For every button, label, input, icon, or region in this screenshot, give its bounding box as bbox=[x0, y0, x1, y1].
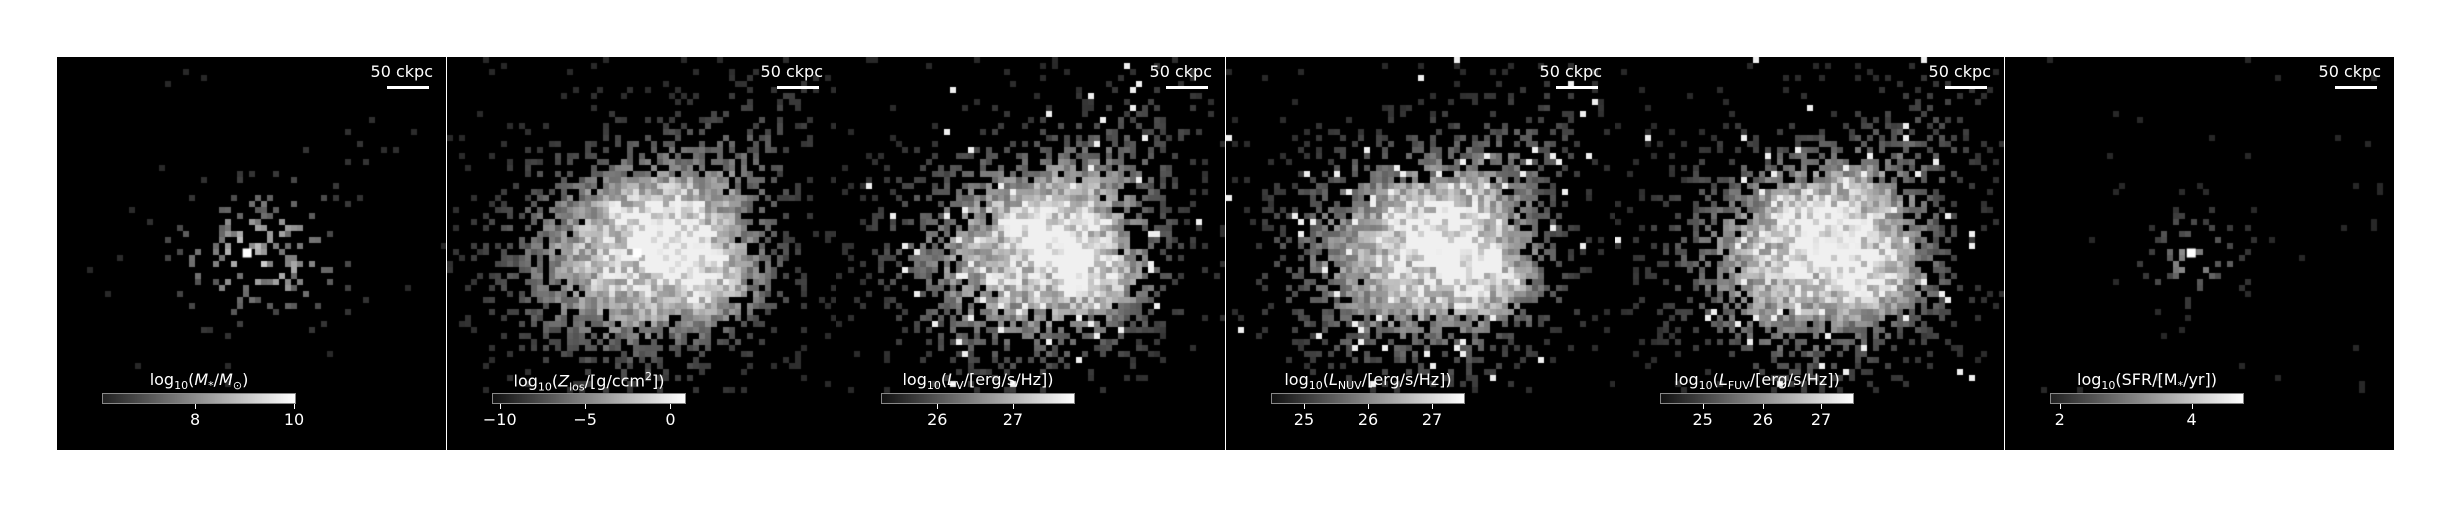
colorbar bbox=[1660, 393, 1854, 404]
colorbar-tick bbox=[1702, 404, 1704, 409]
colorbar-tick bbox=[937, 404, 939, 409]
scale-bar bbox=[777, 86, 819, 89]
scale-bar-label: 50 ckpc bbox=[1149, 62, 1212, 81]
colorbar-tick bbox=[195, 404, 197, 409]
colorbar-tick-label: 27 bbox=[1810, 410, 1832, 429]
colorbar-tick bbox=[1821, 404, 1823, 409]
scale-bar bbox=[1556, 86, 1598, 89]
colorbar-tick bbox=[499, 404, 501, 409]
colorbar-title: log10(LNUV/[erg/s/Hz]) bbox=[1284, 370, 1452, 393]
colorbar-title: log10(LV/[erg/s/Hz]) bbox=[902, 370, 1054, 393]
colorbar-tick-label: −5 bbox=[573, 410, 597, 429]
scale-bar-label: 50 ckpc bbox=[2318, 62, 2381, 81]
colorbar-title: log10(Zlos/[g/ccm2]) bbox=[513, 370, 665, 394]
map-panel-4: 50 ckpc log10(LNUV/[erg/s/Hz]) 25 26 27 bbox=[1226, 57, 1615, 450]
colorbar-tick bbox=[1432, 404, 1434, 409]
scale-bar bbox=[2335, 86, 2377, 89]
pixel-map-image bbox=[836, 57, 1225, 450]
scale-bar-label: 50 ckpc bbox=[370, 62, 433, 81]
colorbar bbox=[492, 393, 686, 404]
colorbar bbox=[102, 393, 296, 404]
scale-bar bbox=[387, 86, 429, 89]
map-panel-2: 50 ckpc log10(Zlos/[g/ccm2]) −10 −5 0 bbox=[447, 57, 836, 450]
pixel-map-image bbox=[1226, 57, 1615, 450]
colorbar bbox=[1271, 393, 1465, 404]
pixel-map-image bbox=[57, 57, 446, 450]
map-panel-6: 50 ckpc log10(SFR/[M*/yr]) 2 4 bbox=[2005, 57, 2394, 450]
colorbar-tick-label: 8 bbox=[190, 410, 201, 429]
galaxy-map-figure: 50 ckpc log10(M*/M⊙) 8 10 50 ckpc log10(Zlos/… bbox=[57, 57, 2394, 450]
colorbar-tick bbox=[1012, 404, 1014, 409]
map-panel-3: 50 ckpc log10(LV/[erg/s/Hz]) 26 27 bbox=[836, 57, 1225, 450]
colorbar-tick-label: 26 bbox=[927, 410, 948, 429]
scale-bar bbox=[1945, 86, 1987, 89]
colorbar-title: log10(M*/M⊙) bbox=[149, 370, 249, 393]
colorbar-tick bbox=[670, 404, 672, 409]
pixel-map-image bbox=[447, 57, 836, 450]
scale-bar-label: 50 ckpc bbox=[1928, 62, 1991, 81]
colorbar-tick bbox=[1368, 404, 1369, 409]
colorbar-tick bbox=[2059, 404, 2061, 409]
colorbar-tick bbox=[294, 404, 296, 409]
colorbar-tick bbox=[1303, 404, 1305, 409]
colorbar-tick-label: 0 bbox=[665, 410, 676, 429]
pixel-map-image bbox=[2005, 57, 2394, 450]
colorbar-tick bbox=[2191, 404, 2193, 409]
colorbar-tick-label: 25 bbox=[1692, 410, 1713, 429]
colorbar bbox=[881, 393, 1075, 404]
colorbar-tick-label: 10 bbox=[283, 410, 305, 429]
scale-bar-label: 50 ckpc bbox=[1539, 62, 1602, 81]
colorbar-tick-label: 27 bbox=[1421, 410, 1443, 429]
pixel-map-image bbox=[1615, 57, 2004, 450]
colorbar-tick-label: 26 bbox=[1752, 410, 1773, 429]
colorbar-title: log10(LFUV/[erg/s/Hz]) bbox=[1674, 370, 1840, 393]
colorbar-tick-label: 4 bbox=[2186, 410, 2197, 429]
scale-bar-label: 50 ckpc bbox=[760, 62, 823, 81]
colorbar-title: log10(SFR/[M*/yr]) bbox=[2077, 370, 2217, 393]
scale-bar bbox=[1166, 86, 1208, 89]
colorbar-tick bbox=[585, 404, 587, 409]
colorbar-tick-label: 26 bbox=[1357, 410, 1379, 429]
colorbar-tick-label: −10 bbox=[482, 410, 517, 429]
colorbar-tick-label: 2 bbox=[2054, 410, 2065, 429]
colorbar-tick-label: 27 bbox=[1002, 410, 1024, 429]
colorbar-tick bbox=[1762, 404, 1764, 409]
colorbar-tick-label: 25 bbox=[1293, 410, 1315, 429]
colorbar bbox=[2050, 393, 2244, 404]
map-panel-1: 50 ckpc log10(M*/M⊙) 8 10 bbox=[57, 57, 446, 450]
map-panel-5: 50 ckpc log10(LFUV/[erg/s/Hz]) 25 26 27 bbox=[1615, 57, 2004, 450]
